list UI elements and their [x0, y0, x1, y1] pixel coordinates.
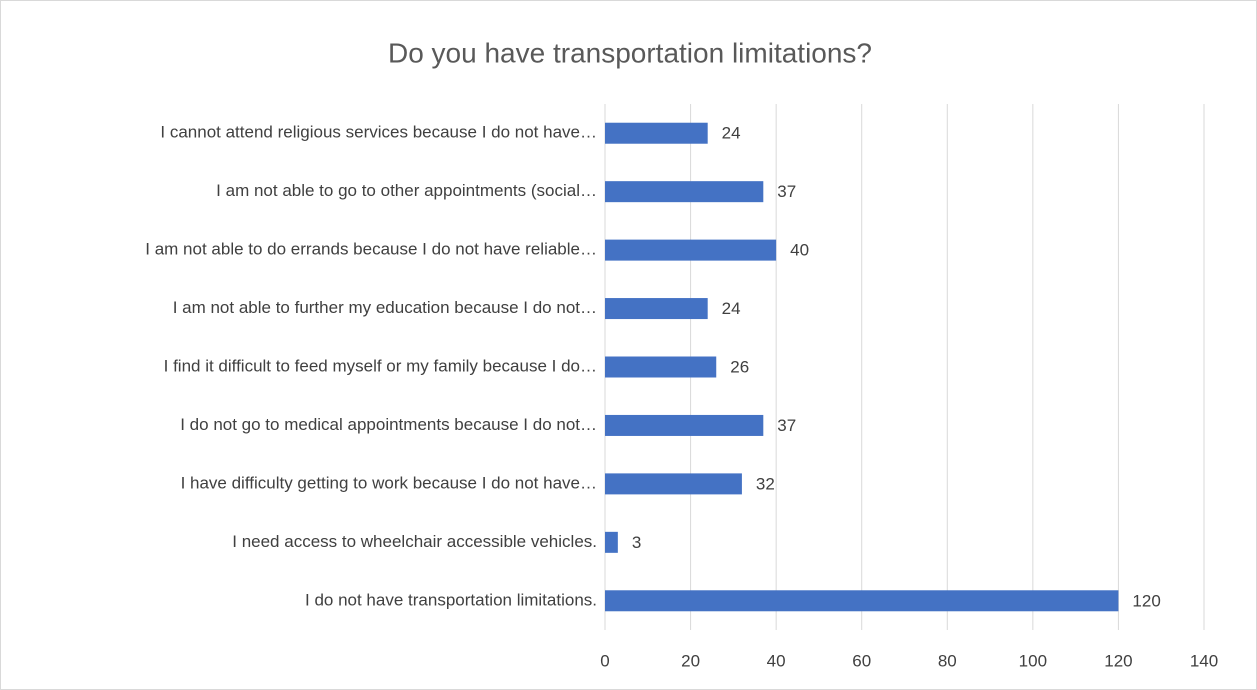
x-tick-label: 40	[767, 651, 786, 670]
y-tick-label: I am not able to further my education be…	[173, 298, 597, 317]
bar	[605, 181, 764, 203]
bar	[605, 473, 742, 495]
y-tick-label: I find it difficult to feed myself or my…	[164, 356, 597, 375]
x-tick-label: 0	[600, 651, 609, 670]
x-tick-label: 100	[1019, 651, 1047, 670]
y-tick-label: I need access to wheelchair accessible v…	[232, 532, 597, 551]
x-tick-label: 80	[938, 651, 957, 670]
y-tick-label: I cannot attend religious services becau…	[160, 123, 597, 142]
bar	[605, 298, 708, 320]
y-tick-label: I have difficulty getting to work becaus…	[181, 473, 597, 492]
bar	[605, 414, 764, 436]
x-tick-label: 120	[1104, 651, 1132, 670]
bar	[605, 590, 1119, 612]
y-tick-label: I am not able to do errands because I do…	[145, 240, 597, 259]
data-label: 120	[1132, 591, 1160, 610]
bar	[605, 356, 717, 378]
y-tick-label: I do not have transportation limitations…	[305, 590, 597, 609]
bar	[605, 122, 708, 144]
chart-title: Do you have transportation limitations?	[388, 37, 872, 68]
data-label: 40	[790, 241, 809, 260]
bar	[605, 239, 777, 261]
data-label: 26	[730, 357, 749, 376]
x-tick-label: 20	[681, 651, 700, 670]
y-tick-label: I am not able to go to other appointment…	[216, 181, 597, 200]
data-label: 3	[632, 533, 641, 552]
data-label: 24	[722, 124, 741, 143]
x-tick-label: 60	[852, 651, 871, 670]
data-label: 24	[722, 299, 741, 318]
bar	[605, 531, 618, 553]
x-tick-label: 140	[1190, 651, 1218, 670]
data-label: 37	[777, 416, 796, 435]
data-label: 37	[777, 182, 796, 201]
data-label: 32	[756, 474, 775, 493]
y-tick-label: I do not go to medical appointments beca…	[180, 415, 597, 434]
